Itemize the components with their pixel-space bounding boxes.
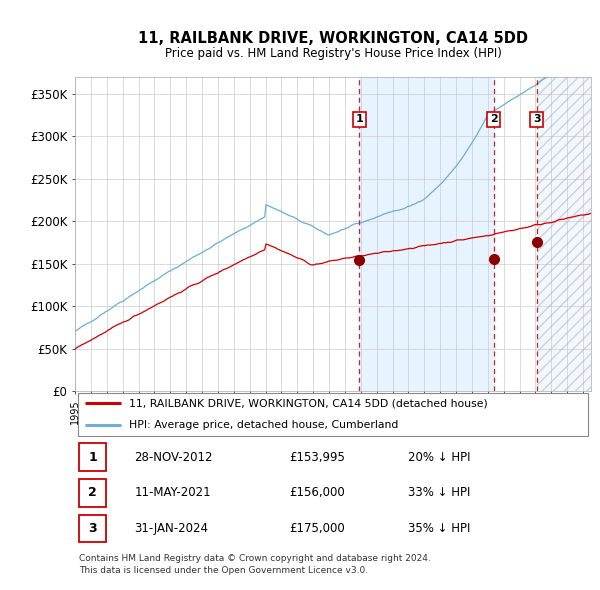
FancyBboxPatch shape [79,479,106,507]
Text: 2: 2 [490,114,497,124]
Text: 31-JAN-2024: 31-JAN-2024 [134,522,208,535]
Text: 11-MAY-2021: 11-MAY-2021 [134,486,211,499]
Text: £153,995: £153,995 [289,451,345,464]
Text: HPI: Average price, detached house, Cumberland: HPI: Average price, detached house, Cumb… [129,420,398,430]
Bar [359,77,494,391]
Text: 20% ↓ HPI: 20% ↓ HPI [408,451,470,464]
Text: 28-NOV-2012: 28-NOV-2012 [134,451,213,464]
Text: 35% ↓ HPI: 35% ↓ HPI [408,522,470,535]
Text: 33% ↓ HPI: 33% ↓ HPI [408,486,470,499]
Text: £175,000: £175,000 [289,522,345,535]
Text: 3: 3 [533,114,541,124]
Text: Price paid vs. HM Land Registry's House Price Index (HPI): Price paid vs. HM Land Registry's House … [164,47,502,60]
Text: £156,000: £156,000 [289,486,345,499]
FancyBboxPatch shape [79,443,106,471]
Text: 11, RAILBANK DRIVE, WORKINGTON, CA14 5DD: 11, RAILBANK DRIVE, WORKINGTON, CA14 5DD [138,31,528,46]
FancyBboxPatch shape [79,514,106,542]
Text: 2: 2 [88,486,97,499]
Bar [537,77,591,391]
Text: 1: 1 [88,451,97,464]
Bar [537,77,591,391]
Text: 1: 1 [355,114,363,124]
FancyBboxPatch shape [77,393,589,435]
Text: 3: 3 [88,522,97,535]
Text: Contains HM Land Registry data © Crown copyright and database right 2024.
This d: Contains HM Land Registry data © Crown c… [79,554,431,575]
Text: 11, RAILBANK DRIVE, WORKINGTON, CA14 5DD (detached house): 11, RAILBANK DRIVE, WORKINGTON, CA14 5DD… [129,398,488,408]
